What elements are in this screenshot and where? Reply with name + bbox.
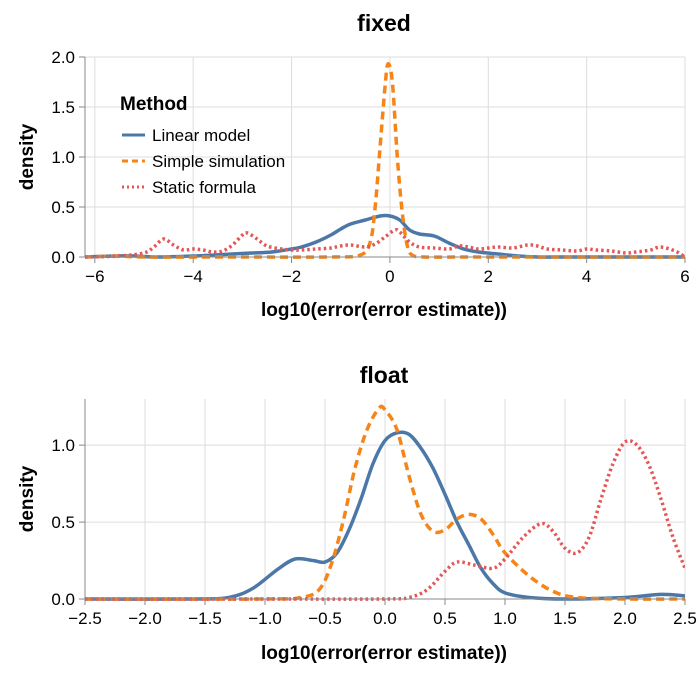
y-tick-label: 1.0: [51, 436, 75, 455]
x-tick-label: −6: [85, 267, 104, 286]
panel-float: float −2.5 −2.0 −1.5 −1.0 −0.5 0.0 0.5 1.0 1.5 2.…: [17, 362, 697, 664]
x-tick-label: 1.5: [553, 609, 577, 628]
panel-fixed: fixed −6 −4 −2 0 2 4 6 0.0 0.5 1.0 1.5 2.0 log10(er…: [17, 10, 690, 321]
panel-title-fixed: fixed: [357, 10, 411, 36]
x-tick-label: −4: [184, 267, 203, 286]
legend-label-static-formula: Static formula: [152, 178, 256, 197]
x-axis-title-fixed: log10(error(error estimate)): [261, 300, 507, 321]
x-tick-label: 0.0: [373, 609, 397, 628]
legend-title: Method: [120, 94, 188, 115]
series-line-linear-model-fixed: [85, 213, 685, 259]
x-tick-label: 2: [484, 267, 493, 286]
x-tick-label: −1.0: [248, 609, 282, 628]
legend-label-linear-model: Linear model: [152, 126, 250, 145]
x-tick-label: −0.5: [308, 609, 342, 628]
grid-fixed: [85, 56, 686, 258]
y-tick-label: 0.0: [51, 590, 75, 609]
x-tick-label: −1.5: [188, 609, 222, 628]
x-tick-label: 4: [582, 267, 591, 286]
y-tick-label: 2.0: [51, 48, 75, 67]
series-line-static-formula-fixed: [85, 227, 685, 259]
x-axis-title-float: log10(error(error estimate)): [261, 643, 507, 664]
y-tick-label: 1.0: [51, 148, 75, 167]
x-tick-label: 0: [385, 267, 394, 286]
legend: Method Linear model Simple simulation St…: [120, 94, 285, 197]
panel-title-float: float: [360, 362, 409, 388]
series-float: [85, 404, 685, 601]
y-tick-label: 0.0: [51, 248, 75, 267]
x-tick-label: 2.0: [613, 609, 637, 628]
y-tick-label: 1.5: [51, 98, 75, 117]
axes-fixed: −6 −4 −2 0 2 4 6 0.0 0.5 1.0 1.5 2.0: [51, 48, 689, 286]
series-line-simple-simulation-float: [85, 404, 685, 601]
y-axis-title-fixed: density: [17, 123, 38, 190]
axes-float: −2.5 −2.0 −1.5 −1.0 −0.5 0.0 0.5 1.0 1.5 2.0 2.5 0.…: [51, 399, 697, 628]
x-tick-label: 0.5: [433, 609, 457, 628]
series-line-linear-model-float: [85, 430, 685, 601]
x-tick-label: −2: [282, 267, 301, 286]
x-tick-label: −2.0: [128, 609, 162, 628]
x-tick-label: 6: [680, 267, 689, 286]
y-tick-label: 0.5: [51, 513, 75, 532]
legend-label-simple-simulation: Simple simulation: [152, 152, 285, 171]
y-axis-title-float: density: [17, 465, 38, 532]
x-tick-label: −2.5: [68, 609, 102, 628]
grid-float: [84, 399, 686, 600]
x-tick-label: 1.0: [493, 609, 517, 628]
series-line-static-formula-float: [85, 438, 685, 601]
x-tick-label: 2.5: [673, 609, 697, 628]
y-tick-label: 0.5: [51, 198, 75, 217]
